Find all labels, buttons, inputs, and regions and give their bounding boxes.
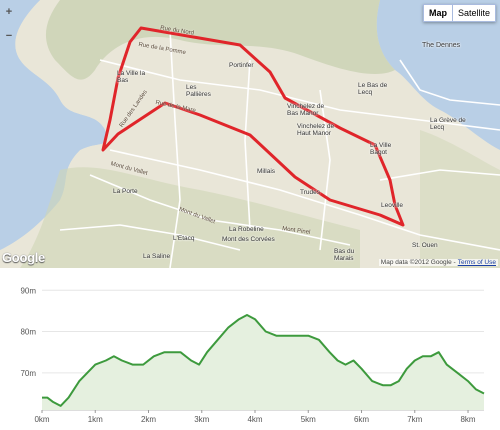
terms-of-use-link[interactable]: Terms of Use xyxy=(457,259,496,266)
map-type-control[interactable]: Map Satellite xyxy=(422,4,496,22)
place-label: La Grève de Lecq xyxy=(430,117,466,131)
y-tick-label: 80m xyxy=(20,328,36,337)
x-tick-label: 6km xyxy=(354,415,369,424)
y-tick-label: 90m xyxy=(20,286,36,295)
place-label: La Porte xyxy=(113,188,138,195)
x-tick-label: 2km xyxy=(141,415,156,424)
place-label: Vinchelez de Bas Manor xyxy=(287,103,325,117)
place-label: The Dennes xyxy=(422,42,461,49)
elevation-chart-svg: 70m 80m 90m 0km 1km 2km 3km 4km 5km 6km 7km 8km xyxy=(20,286,485,424)
satellite-view-button[interactable]: Satellite xyxy=(452,4,496,22)
map-base xyxy=(0,0,500,268)
zoom-out-button[interactable]: − xyxy=(5,30,13,42)
elevation-chart[interactable]: 70m 80m 90m 0km 1km 2km 3km 4km 5km 6km 7km 8km xyxy=(0,268,500,430)
place-label: Les Pallières xyxy=(186,84,211,98)
attribution-text: Map data ©2012 Google - xyxy=(380,259,456,266)
hill-shade xyxy=(45,0,396,80)
x-tick-label: 5km xyxy=(301,415,316,424)
x-tick-label: 0km xyxy=(34,415,49,424)
zoom-control[interactable]: + − xyxy=(3,6,15,42)
x-tick-label: 1km xyxy=(88,415,103,424)
place-label: Leoville xyxy=(381,202,404,209)
hill-shade-south xyxy=(20,167,360,268)
place-label: La Ville la Bas xyxy=(117,70,146,84)
x-tick-label: 3km xyxy=(194,415,209,424)
place-label: La Ville Bagot xyxy=(370,142,392,156)
map-view-button[interactable]: Map xyxy=(422,4,453,22)
sea-west xyxy=(0,0,107,250)
x-tick-label: 7km xyxy=(407,415,422,424)
route-map[interactable]: The Dennes Portinfer La Ville la Bas Les… xyxy=(0,0,500,268)
place-label: La Saline xyxy=(143,253,171,260)
map-attribution: Map data ©2012 Google - Terms of Use xyxy=(378,259,498,266)
place-label: St. Ouen xyxy=(412,242,438,249)
zoom-in-button[interactable]: + xyxy=(5,6,13,18)
place-label: La Robeline xyxy=(229,226,264,233)
hill-shade-east xyxy=(420,130,500,268)
place-label: Mont des Corvées xyxy=(222,236,275,243)
route-line xyxy=(101,26,405,227)
x-tick-label: 8km xyxy=(460,415,475,424)
minor-roads xyxy=(59,29,500,268)
elevation-area xyxy=(42,315,484,410)
place-label: Vinchelez de Haut Manor xyxy=(297,123,335,137)
y-tick-label: 70m xyxy=(20,369,36,378)
google-logo[interactable]: Google xyxy=(2,250,45,265)
place-label: Portinfer xyxy=(229,62,254,69)
elevation-line xyxy=(42,314,485,407)
place-label: Le Bas de Lecq xyxy=(358,82,388,96)
place-label: Bas du Marais xyxy=(334,248,355,262)
sea-area xyxy=(376,0,500,150)
place-label: Trudes xyxy=(300,189,320,196)
place-label: L'Etacq xyxy=(173,235,195,242)
place-label: Millais xyxy=(257,168,276,175)
x-tick-label: 4km xyxy=(247,415,262,424)
